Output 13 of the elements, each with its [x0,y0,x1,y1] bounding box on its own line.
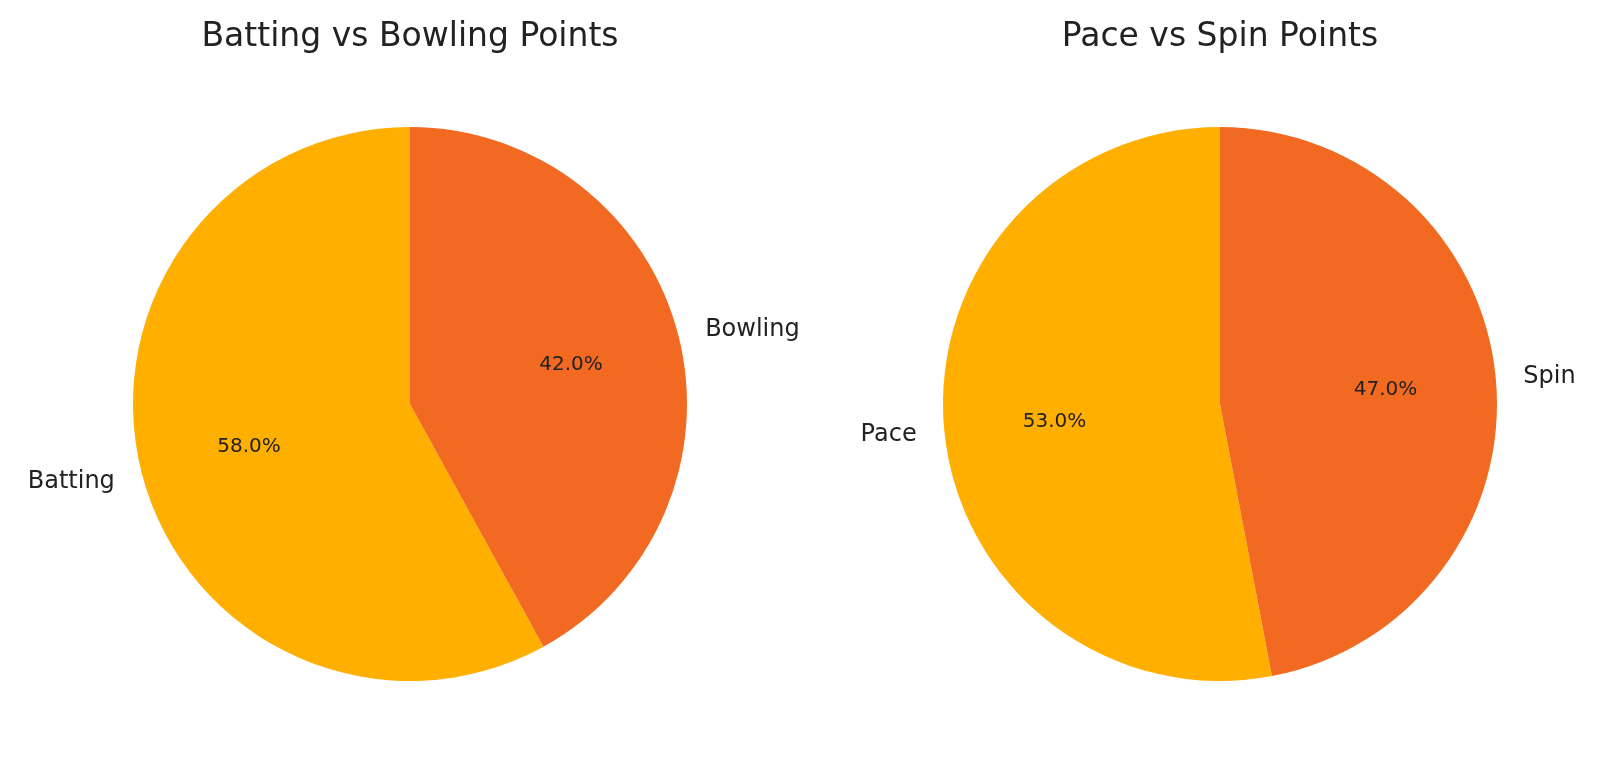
data-label: 47.0% [1353,376,1418,401]
chart-title: Pace vs Spin Points [1061,14,1379,54]
slice-label: Spin [1523,361,1576,390]
data-label: 53.0% [1022,407,1087,432]
slice-label: Pace [860,418,917,447]
data-label: 58.0% [217,433,281,458]
pie-slice [943,127,1272,681]
chart-title: Batting vs Bowling Points [201,14,619,54]
slice-label: Batting [27,465,115,494]
slice-label: Bowling [705,314,800,343]
data-label: 42.0% [539,350,603,375]
pie-slice [410,127,687,647]
pie-slice [1220,127,1497,677]
